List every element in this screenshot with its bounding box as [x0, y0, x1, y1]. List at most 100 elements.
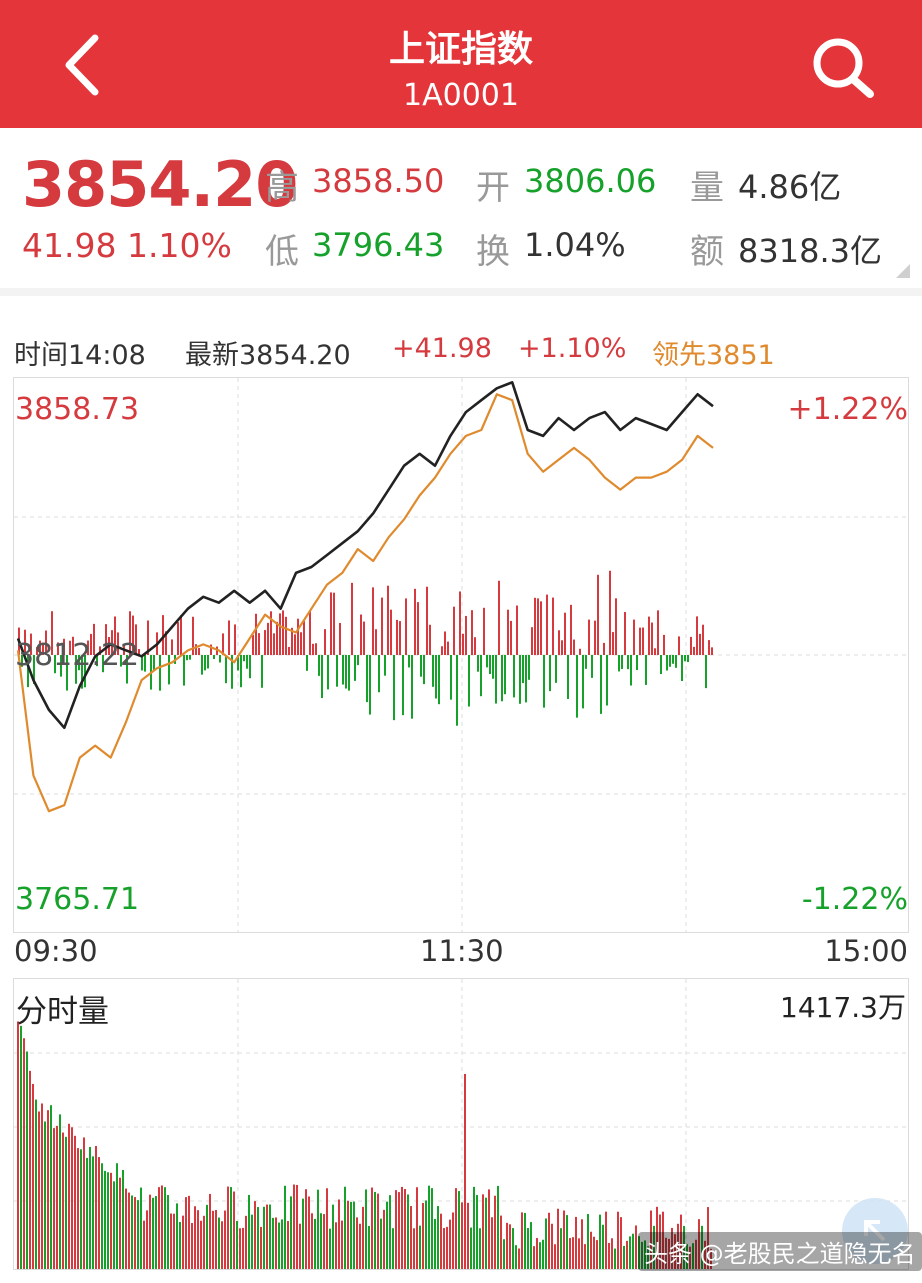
intraday-tick-bar	[444, 631, 446, 655]
volume-panel-title: 分时量	[16, 994, 109, 1030]
volume-bar	[425, 1200, 427, 1269]
volume-bar	[302, 1198, 304, 1269]
intraday-tick-bar	[672, 655, 674, 664]
intraday-tick-bar	[618, 655, 620, 672]
volume-bar	[710, 1248, 712, 1269]
volume-bar	[47, 1110, 49, 1269]
volume-bar	[629, 1236, 631, 1269]
volume-bar	[383, 1209, 385, 1269]
volume-bar	[311, 1213, 313, 1269]
intraday-tick-bar	[696, 616, 698, 655]
y-axis-bottom-pct: -1.22%	[801, 882, 908, 917]
intraday-tick-bar	[678, 636, 680, 655]
intraday-tick-bar	[552, 597, 554, 655]
intraday-tick-bar	[708, 640, 710, 655]
intraday-tick-bar	[222, 633, 224, 655]
intraday-tick-bar	[312, 643, 314, 655]
intraday-tick-bar	[273, 633, 275, 655]
volume-bar	[188, 1195, 190, 1269]
volume-bar	[560, 1228, 562, 1269]
volume-bar	[176, 1203, 178, 1269]
volume-bar	[212, 1210, 214, 1269]
series-line-1	[16, 393, 714, 813]
volume-bar	[614, 1248, 616, 1269]
volume-bar	[473, 1186, 475, 1269]
volume-bar	[593, 1236, 595, 1269]
intraday-tick-bar	[24, 629, 26, 655]
volume-bar	[344, 1186, 346, 1269]
intraday-tick-bar	[300, 632, 302, 655]
intraday-tick-bar	[183, 655, 185, 686]
intraday-tick-bar	[687, 655, 689, 663]
volume-bar	[578, 1238, 580, 1269]
volume-bar	[455, 1188, 457, 1269]
intraday-tick-bar	[546, 594, 548, 655]
intraday-tick-bar	[525, 655, 527, 703]
intraday-tick-bar	[177, 622, 179, 655]
intraday-tick-bar	[432, 655, 434, 687]
intraday-tick-bar	[348, 655, 350, 691]
expand-corner-icon[interactable]	[896, 264, 910, 278]
search-icon[interactable]	[808, 34, 878, 100]
intraday-tick-bar	[72, 636, 74, 655]
volume-bar	[671, 1227, 673, 1269]
intraday-tick-bar	[639, 627, 641, 655]
intraday-tick-bar	[591, 655, 593, 678]
volume-bar	[635, 1225, 637, 1269]
intraday-tick-bar	[423, 655, 425, 685]
intraday-tick-bar	[654, 648, 656, 655]
intraday-tick-bar	[99, 646, 101, 655]
quote-summary: 3854.20 41.98 1.10% 高 3858.50 低 3796.43 …	[0, 128, 922, 288]
volume-chart[interactable]	[13, 978, 909, 1270]
volume-bar	[542, 1239, 544, 1269]
intraday-tick-bar	[531, 627, 533, 655]
volume-bar	[86, 1157, 88, 1269]
intraday-tick-bar	[606, 655, 608, 706]
intraday-tick-bar	[450, 655, 452, 700]
intraday-tick-bar	[255, 613, 257, 655]
intraday-tick-bar	[321, 655, 323, 699]
intraday-tick-bar	[501, 655, 503, 702]
intraday-tick-bar	[462, 633, 464, 655]
intraday-tick-bar	[651, 622, 653, 655]
info-latest: 最新3854.20	[185, 340, 351, 371]
intraday-tick-bar	[597, 574, 599, 655]
y-axis-top-price: 3858.73	[15, 392, 140, 427]
intraday-tick-bar	[402, 655, 404, 716]
intraday-tick-bar	[135, 624, 137, 655]
intraday-tick-bar	[615, 598, 617, 655]
info-time: 时间14:08	[14, 340, 146, 371]
intraday-tick-bar	[477, 655, 479, 672]
intraday-tick-bar	[54, 655, 56, 674]
volume-bar	[257, 1207, 259, 1269]
intraday-tick-bar	[324, 629, 326, 655]
intraday-tick-bar	[168, 655, 170, 685]
intraday-tick-bar	[522, 655, 524, 684]
volume-bar	[572, 1237, 574, 1269]
intraday-tick-bar	[294, 634, 296, 655]
chevron-left-icon[interactable]	[55, 28, 115, 98]
intraday-tick-bar	[537, 598, 539, 655]
volume-bar	[698, 1219, 700, 1269]
volume-bar	[650, 1210, 652, 1269]
intraday-chart[interactable]	[13, 377, 909, 933]
volume-bar	[509, 1224, 511, 1269]
volume-bar	[674, 1234, 676, 1269]
intraday-tick-bar	[459, 591, 461, 655]
volume-bar	[137, 1200, 139, 1269]
volume-bar	[437, 1206, 439, 1269]
intraday-tick-bar	[366, 655, 368, 703]
volume-bar	[389, 1195, 391, 1269]
intraday-tick-bar	[276, 621, 278, 655]
intraday-tick-bar	[333, 592, 335, 655]
volume-bar	[140, 1187, 142, 1269]
scroll-top-button[interactable]	[842, 1198, 908, 1264]
volume-bar	[221, 1221, 223, 1269]
volume-bar	[632, 1233, 634, 1269]
intraday-tick-bar	[396, 619, 398, 655]
intraday-tick-bar	[669, 655, 671, 667]
volume-bar	[545, 1218, 547, 1269]
volume-bar	[143, 1220, 145, 1269]
intraday-tick-bar	[657, 610, 659, 655]
volume-bar	[101, 1163, 103, 1269]
